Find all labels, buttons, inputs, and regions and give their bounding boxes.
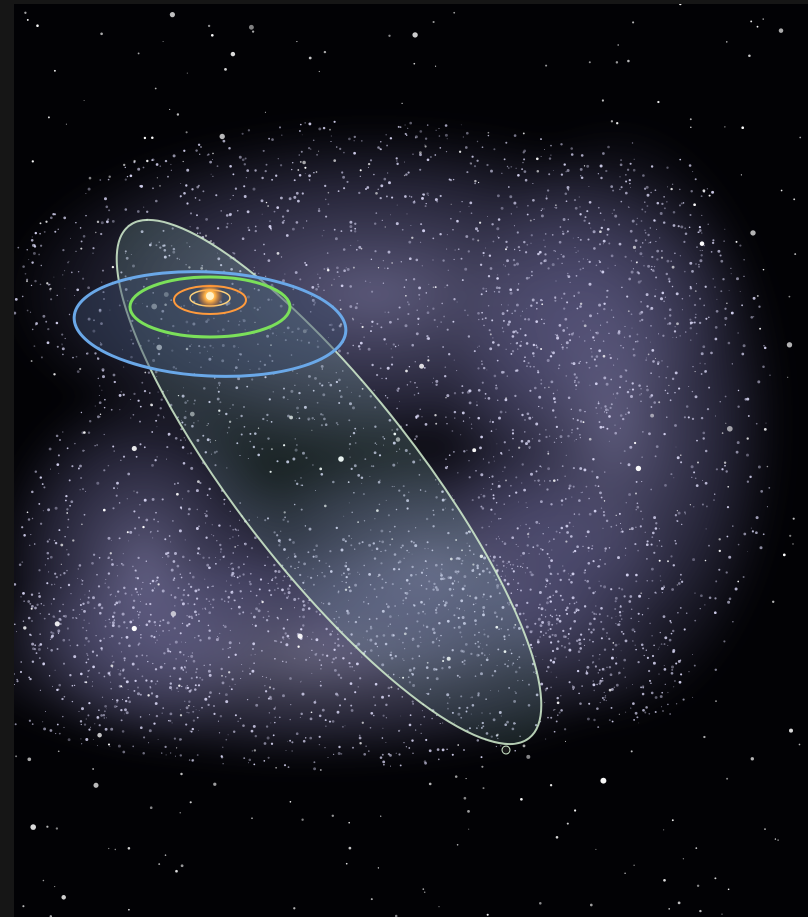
orbiting-body	[501, 745, 511, 755]
solar-system-scene	[14, 4, 808, 917]
space-illustration	[14, 4, 808, 917]
green-orbit	[128, 275, 292, 339]
disk-orbit	[72, 270, 348, 378]
orbit-system	[72, 218, 543, 755]
sun-core	[206, 292, 214, 300]
elongated-orbit	[115, 218, 543, 746]
